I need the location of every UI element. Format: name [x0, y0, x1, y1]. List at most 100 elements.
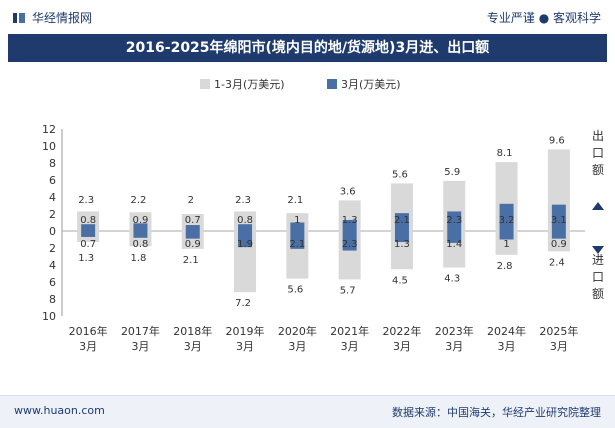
label-monthly-import: 1.3: [394, 239, 410, 250]
label-cumulative-export: 2.3: [235, 195, 251, 206]
x-tick-label: 3月: [550, 340, 568, 353]
x-tick-label: 2025年: [539, 324, 578, 338]
brand-logo-icon: [13, 12, 25, 23]
label-monthly-import: 1: [503, 239, 509, 250]
y-tick-label: 10: [42, 310, 56, 323]
x-tick-label: 2020年: [278, 324, 317, 338]
label-cumulative-export: 3.6: [340, 186, 356, 197]
bar-monthly-import: [342, 231, 357, 251]
bar-monthly-export: [394, 213, 409, 231]
label-monthly-import: 2.3: [342, 239, 358, 250]
x-tick-label: 2021年: [330, 324, 369, 338]
x-axis: 2016年 3月 2017年 3月 2018年 3月 2019年 3月 2020年 3月 2021年…: [69, 324, 579, 353]
footer-source: 数据来源：中国海关，华经产业研究院整理: [392, 406, 601, 419]
side-export-label: 出口额: [592, 129, 604, 177]
x-tick-label: 3月: [131, 340, 149, 353]
top-bar: 华经情报网 专业严谨 ● 客观科学: [0, 0, 615, 34]
x-tick-label: 2023年: [435, 324, 474, 338]
x-tick-label: 3月: [341, 340, 359, 353]
label-monthly-export: 1: [294, 215, 300, 226]
label-monthly-export: 2.3: [446, 215, 462, 226]
bar-monthly-export: [133, 223, 148, 231]
label-monthly-export: 2.1: [394, 215, 410, 226]
y-tick-label: 4: [49, 191, 56, 204]
label-monthly-export: 0.7: [185, 215, 201, 226]
label-monthly-import: 0.8: [132, 239, 148, 250]
side-import-label: 进口额: [592, 253, 604, 301]
label-cumulative-import: 2.8: [497, 261, 513, 272]
footer: www.huaon.com 数据来源：中国海关，华经产业研究院整理: [0, 395, 615, 428]
side-label-char: 额: [592, 287, 604, 301]
y-tick-label: 8: [49, 293, 56, 306]
bar-monthly-import: [499, 231, 514, 240]
side-label-char: 进: [592, 253, 604, 267]
legend-swatch-monthly: [327, 79, 337, 89]
bar-monthly-export: [185, 225, 200, 231]
footer-website: www.huaon.com: [14, 404, 105, 417]
x-tick-label: 3月: [184, 340, 202, 353]
x-tick-label: 3月: [236, 340, 254, 353]
side-import: 进口额: [592, 246, 604, 301]
x-tick-label: 3月: [445, 340, 463, 353]
label-monthly-import: 2.1: [289, 239, 305, 250]
y-tick-label: 12: [42, 123, 56, 136]
up-arrow-icon: [592, 202, 604, 210]
legend: 1-3月(万美元) 3月(万美元): [200, 78, 401, 91]
bars: [77, 149, 570, 293]
side-label-char: 口: [592, 146, 604, 160]
value-labels: 2.3 0.8 0.7 1.3 2.2 0.9 0.8 1.8 2 0.7 0.9 2.1 2.3 0.8…: [78, 135, 567, 309]
bar-monthly-import: [551, 231, 566, 239]
x-tick-label: 2016年: [69, 324, 108, 338]
bar-monthly-export: [342, 219, 357, 231]
label-cumulative-export: 2.1: [287, 195, 303, 206]
label-cumulative-import: 4.5: [392, 275, 408, 286]
bar-monthly-export: [81, 224, 96, 231]
label-cumulative-import: 1.3: [78, 253, 94, 264]
label-cumulative-export: 8.1: [497, 148, 513, 159]
label-cumulative-export: 2.3: [78, 195, 94, 206]
label-monthly-import: 0.9: [185, 239, 201, 250]
label-cumulative-import: 1.8: [130, 253, 146, 264]
side-label-char: 额: [592, 163, 604, 177]
label-monthly-export: 0.8: [80, 215, 96, 226]
label-monthly-export: 0.8: [237, 215, 253, 226]
y-tick-label: 6: [49, 276, 56, 289]
brand-name: 华经情报网: [32, 11, 93, 25]
label-cumulative-import: 2.4: [549, 257, 565, 268]
legend-label-monthly: 3月(万美元): [341, 78, 401, 91]
bar-monthly-export: [447, 211, 462, 231]
y-tick-label: 4: [49, 259, 56, 272]
label-monthly-export: 1.3: [342, 215, 358, 226]
x-tick-label: 3月: [79, 340, 97, 353]
bar-monthly-export: [499, 203, 514, 231]
tagline: 专业严谨 ● 客观科学: [486, 11, 601, 25]
label-cumulative-export: 2.2: [130, 195, 146, 206]
chart-title: 2016-2025年绵阳市(境内目的地/货源地)3月进、出口额: [8, 34, 607, 62]
label-cumulative-export: 5.6: [392, 169, 408, 180]
bar-monthly-import: [290, 231, 305, 249]
x-tick-label: 2024年: [487, 324, 526, 338]
bar-monthly-import: [81, 231, 96, 237]
side-label-char: 口: [592, 270, 604, 284]
label-cumulative-import: 5.6: [287, 285, 303, 296]
bar-monthly-import: [133, 231, 148, 238]
side-label-char: 出: [592, 129, 604, 143]
label-monthly-export: 0.9: [132, 215, 148, 226]
label-monthly-import: 0.9: [551, 239, 567, 250]
label-cumulative-import: 7.2: [235, 298, 251, 309]
y-tick-label: 10: [42, 140, 56, 153]
y-tick-label: 2: [49, 242, 56, 255]
bar-monthly-import: [394, 231, 409, 243]
label-monthly-export: 3.2: [499, 215, 515, 226]
x-tick-label: 2017年: [121, 324, 160, 338]
label-monthly-import: 1.4: [446, 239, 462, 250]
label-monthly-import: 0.7: [80, 239, 96, 250]
label-cumulative-import: 2.1: [183, 255, 199, 266]
x-tick-label: 3月: [498, 340, 516, 353]
label-cumulative-import: 4.3: [444, 274, 460, 285]
bar-monthly-import: [238, 231, 253, 248]
x-tick-label: 3月: [393, 340, 411, 353]
down-arrow-icon: [592, 246, 604, 254]
bar-monthly-import: [447, 231, 462, 243]
